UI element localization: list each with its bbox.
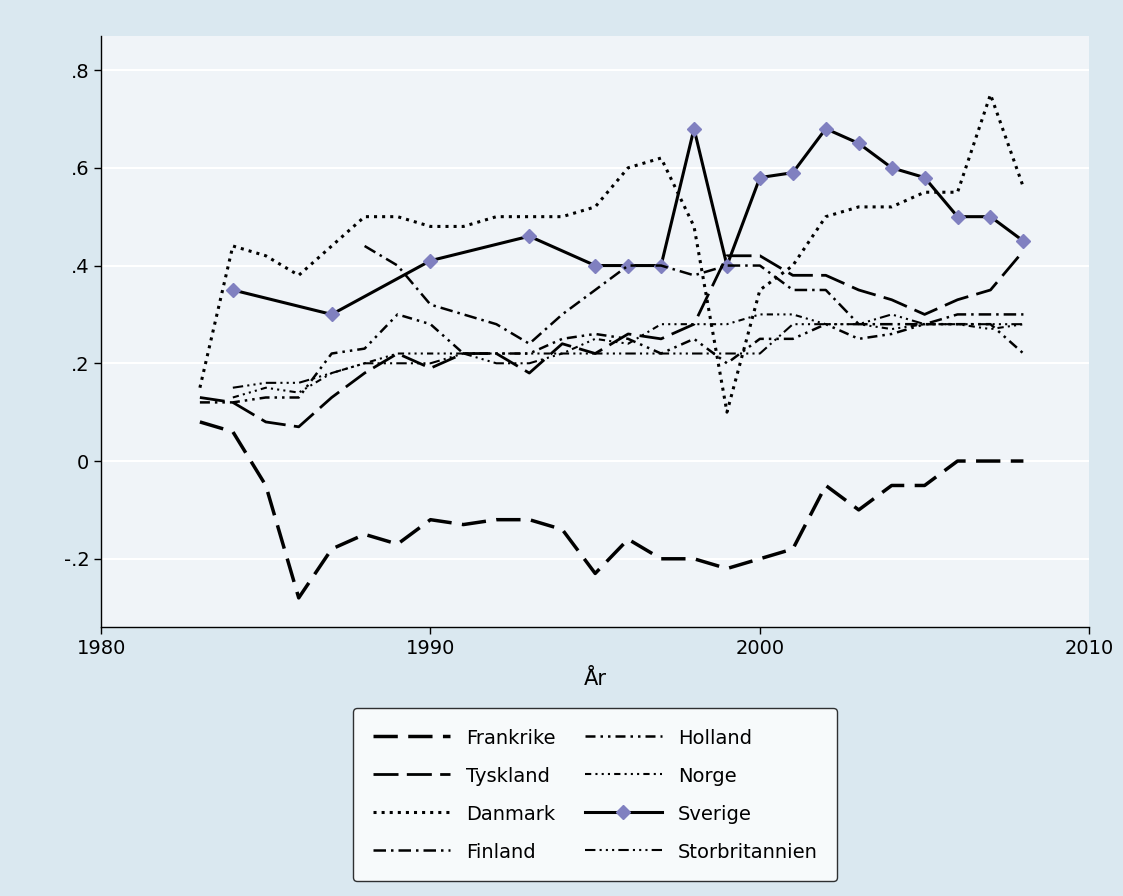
X-axis label: År: År [584,669,606,689]
Legend: Frankrike, Tyskland, Danmark, Finland, Holland, Norge, Sverige, Storbritannien: Frankrike, Tyskland, Danmark, Finland, H… [353,708,838,882]
